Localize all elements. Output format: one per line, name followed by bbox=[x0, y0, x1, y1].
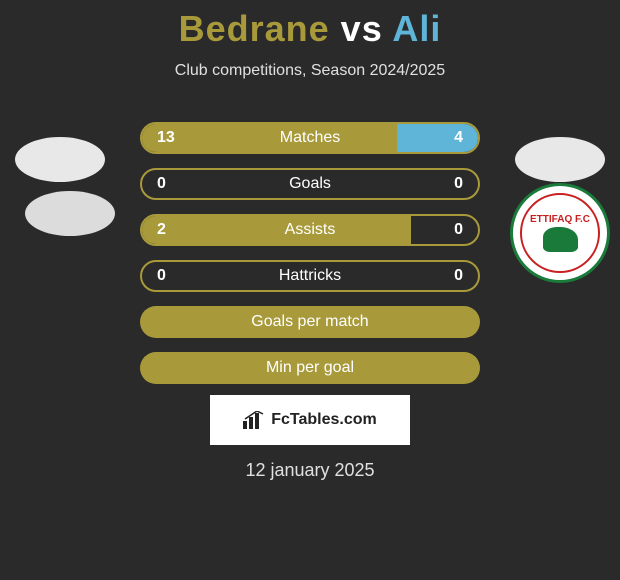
club-right-name: ETTIFAQ F.C bbox=[530, 214, 590, 225]
club-left-logo bbox=[25, 191, 115, 236]
player-right-photo bbox=[515, 137, 605, 182]
player-left-photo bbox=[15, 137, 105, 182]
watermark-text: FcTables.com bbox=[271, 411, 377, 429]
stat-label: Assists bbox=[142, 221, 478, 239]
comparison-title: Bedrane vs Ali bbox=[0, 0, 620, 50]
stat-row-assists: 2 0Assists bbox=[140, 214, 480, 246]
stat-bars-container: 134Matches00Goals20Assists00HattricksGoa… bbox=[140, 122, 480, 398]
stat-label: Matches bbox=[142, 129, 478, 147]
stat-row-goals-per-match: Goals per match bbox=[140, 306, 480, 338]
stat-value-right: 0 bbox=[454, 175, 463, 193]
stat-row-min-per-goal: Min per goal bbox=[140, 352, 480, 384]
stat-row-hattricks: 0 0Hattricks bbox=[140, 260, 480, 292]
title-separator: vs bbox=[341, 8, 383, 49]
chart-icon bbox=[243, 411, 265, 429]
stat-value-left: 0 bbox=[157, 175, 166, 193]
club-right-logo: ETTIFAQ F.C bbox=[510, 183, 610, 283]
stat-label: Goals bbox=[142, 175, 478, 193]
competition-subtitle: Club competitions, Season 2024/2025 bbox=[0, 62, 620, 80]
player-left-name: Bedrane bbox=[179, 8, 330, 49]
stat-value-left: 0 bbox=[157, 267, 166, 285]
stat-value-left: 13 bbox=[157, 129, 175, 147]
watermark: FcTables.com bbox=[210, 395, 410, 445]
stat-value-right: 0 bbox=[454, 267, 463, 285]
player-right-name: Ali bbox=[392, 8, 441, 49]
stat-label: Hattricks bbox=[142, 267, 478, 285]
stat-row-goals: 0 0Goals bbox=[140, 168, 480, 200]
club-right-inner: ETTIFAQ F.C bbox=[520, 193, 600, 273]
stat-row-matches: 13 4Matches bbox=[140, 122, 480, 154]
stat-value-right: 0 bbox=[454, 221, 463, 239]
snapshot-date: 12 january 2025 bbox=[0, 460, 620, 481]
stat-value-left: 2 bbox=[157, 221, 166, 239]
stat-value-right: 4 bbox=[454, 129, 463, 147]
horse-icon bbox=[543, 227, 578, 252]
